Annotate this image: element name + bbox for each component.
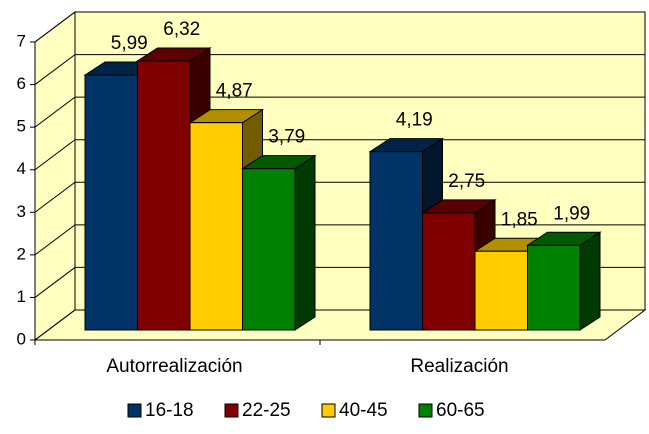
value-label: 3,79 — [268, 127, 305, 148]
bar — [84, 74, 138, 331]
legend-label: 22-25 — [242, 400, 291, 421]
grid-line — [34, 181, 645, 213]
bar — [527, 244, 581, 331]
value-label: 4,87 — [216, 81, 253, 102]
y-tick-label: 0 — [17, 329, 26, 348]
legend-label: 60-65 — [436, 400, 485, 421]
legend-label: 16-18 — [145, 400, 194, 421]
y-tick-label: 2 — [17, 244, 26, 263]
value-label: 5,99 — [111, 33, 148, 54]
value-label: 4,19 — [396, 110, 433, 131]
bar-side — [294, 154, 316, 331]
bar — [137, 60, 191, 331]
y-tick-label: 4 — [17, 159, 26, 178]
grid-line — [34, 96, 645, 128]
legend-swatch — [321, 403, 336, 418]
legend-swatch — [418, 403, 433, 418]
grid-line — [34, 11, 645, 43]
y-tick-label: 3 — [17, 202, 26, 221]
bar — [369, 151, 423, 331]
side-wall — [34, 11, 76, 341]
value-label: 2,75 — [448, 171, 485, 192]
y-tick-label: 5 — [17, 117, 26, 136]
bar — [422, 212, 476, 331]
y-tick-label: 1 — [17, 287, 26, 306]
legend-swatch — [224, 403, 239, 418]
bar — [242, 168, 296, 331]
value-label: 1,85 — [501, 209, 538, 230]
value-label: 6,32 — [163, 19, 200, 40]
bar-side — [579, 231, 601, 331]
grid-line — [34, 139, 645, 171]
bar — [189, 122, 243, 331]
bar — [474, 250, 528, 331]
x-tick-label: Realización — [410, 356, 508, 377]
x-tick-label: Autorrealización — [106, 356, 242, 377]
legend-label: 40-45 — [339, 400, 388, 421]
y-tick-label: 6 — [17, 74, 26, 93]
y-tick-label: 7 — [17, 31, 26, 50]
value-label: 1,99 — [553, 203, 590, 224]
legend-swatch — [127, 403, 142, 418]
grid-line — [34, 54, 645, 85]
